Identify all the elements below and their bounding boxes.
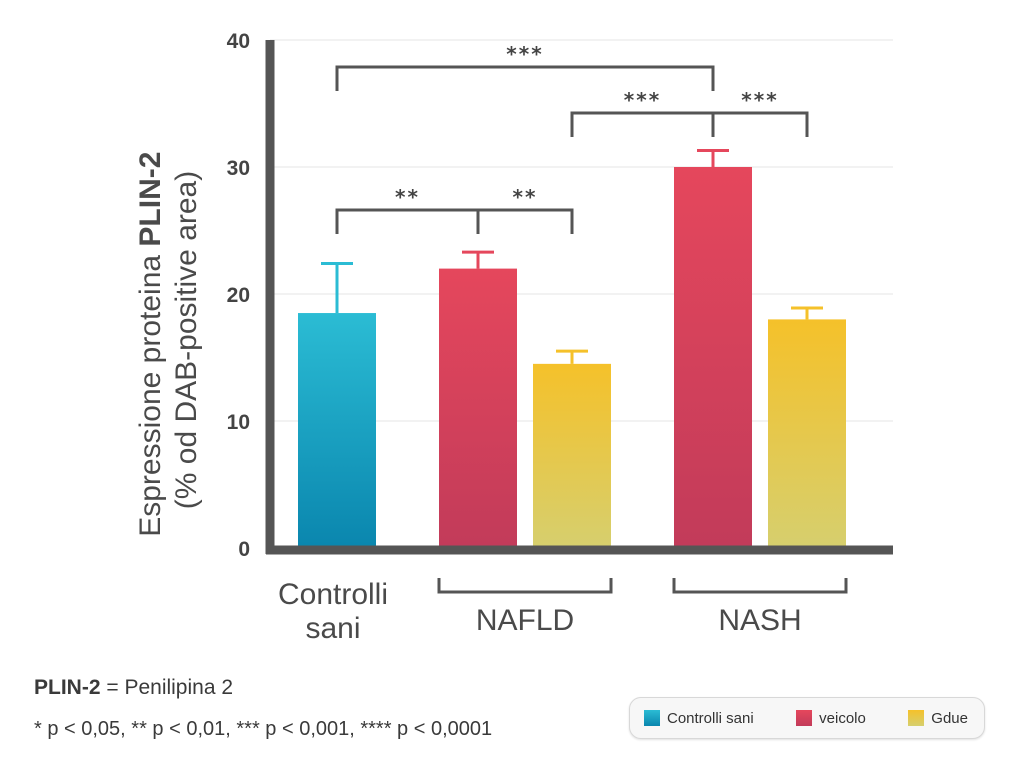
bar	[674, 167, 752, 548]
significance-bracket	[711, 111, 809, 137]
significance-label: **	[513, 185, 538, 209]
legend-label: Controlli sani	[667, 709, 754, 727]
significance-bracket	[570, 111, 715, 137]
abbreviation-definition: = Penilipina 2	[100, 676, 234, 699]
legend-swatch	[908, 710, 925, 726]
y-tick-label: 30	[227, 157, 250, 180]
y-tick-label: 10	[227, 411, 250, 434]
axes	[265, 40, 893, 555]
significance-bracket	[335, 65, 715, 91]
y-tick-label: 20	[227, 284, 250, 307]
bar	[298, 313, 376, 548]
y-axis-title: Espressione proteina PLIN-2 (% od DAB-po…	[134, 143, 203, 537]
legend-item-veicolo: veicolo	[796, 710, 866, 727]
legend-swatch	[796, 710, 813, 726]
legend-label: Gdue	[931, 709, 968, 727]
legend-label: veicolo	[819, 709, 866, 727]
category-label: sani	[305, 612, 360, 645]
group-bracket	[437, 578, 613, 594]
significance-label: ***	[624, 88, 661, 112]
legend: Controlli sani veicolo Gdue	[629, 697, 985, 739]
category-label: NASH	[718, 604, 801, 637]
pvalue-footnote: * p < 0,05, ** p < 0,01, *** p < 0,001, …	[34, 718, 493, 740]
y-tick-label: 0	[238, 538, 250, 561]
significance-brackets: ****** ***** **	[335, 42, 809, 234]
bar	[533, 363, 611, 548]
significance-label: ***	[506, 42, 543, 66]
legend-item-controlli-sani: Controlli sani	[644, 710, 754, 727]
abbreviation-footnote: PLIN-2 = Penilipina 2	[34, 676, 233, 700]
significance-bracket	[476, 208, 574, 234]
category-label: NAFLD	[476, 604, 574, 637]
group-bracket	[672, 578, 848, 594]
significance-bracket	[335, 208, 480, 234]
bar	[439, 268, 517, 548]
bar	[768, 319, 846, 548]
bars	[298, 148, 846, 548]
significance-label: ***	[741, 88, 778, 112]
y-tick-label: 40	[227, 30, 250, 53]
legend-swatch	[644, 710, 660, 726]
category-label: Controlli	[278, 578, 388, 611]
abbreviation-term: PLIN-2	[34, 676, 101, 699]
significance-label: **	[395, 185, 420, 209]
y-tick-labels: 0 10 20 30 40	[227, 30, 250, 561]
legend-item-gdue: Gdue	[908, 710, 968, 727]
